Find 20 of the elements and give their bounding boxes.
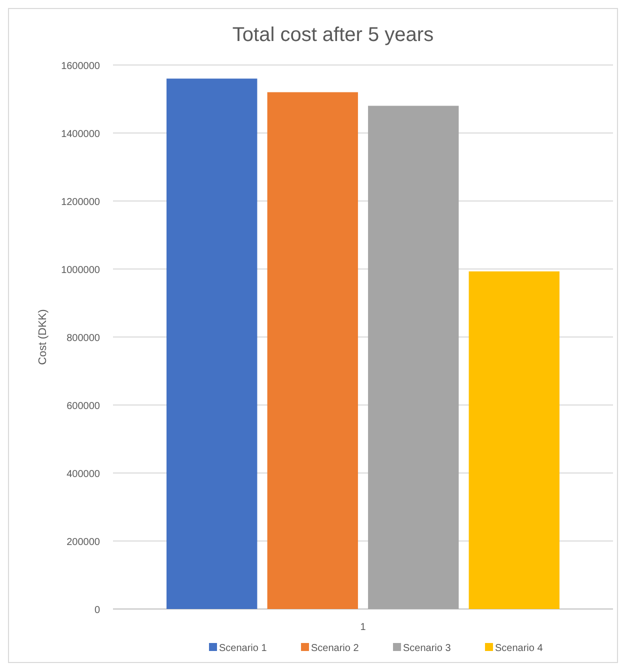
- legend-label: Scenario 4: [495, 643, 544, 654]
- legend-label: Scenario 3: [403, 643, 452, 654]
- y-tick-label: 800000: [66, 333, 100, 344]
- y-axis-title: Cost (DKK): [37, 309, 49, 365]
- y-tick-label: 1400000: [61, 129, 100, 140]
- y-tick-label: 1000000: [61, 265, 100, 276]
- y-tick-label: 600000: [66, 401, 100, 412]
- bar: [166, 78, 258, 609]
- y-tick-label: 0: [94, 605, 100, 616]
- x-tick-label: 1: [360, 622, 366, 633]
- y-tick-label: 200000: [66, 537, 100, 548]
- legend-label: Scenario 1: [219, 643, 268, 654]
- y-tick-label: 1600000: [61, 61, 100, 72]
- y-tick-label: 400000: [66, 469, 100, 480]
- bar: [468, 271, 560, 609]
- chart-title: Total cost after 5 years: [232, 24, 434, 46]
- y-tick-label: 1200000: [61, 197, 100, 208]
- legend-label: Scenario 2: [311, 643, 360, 654]
- bar: [368, 106, 459, 609]
- bar: [267, 92, 358, 609]
